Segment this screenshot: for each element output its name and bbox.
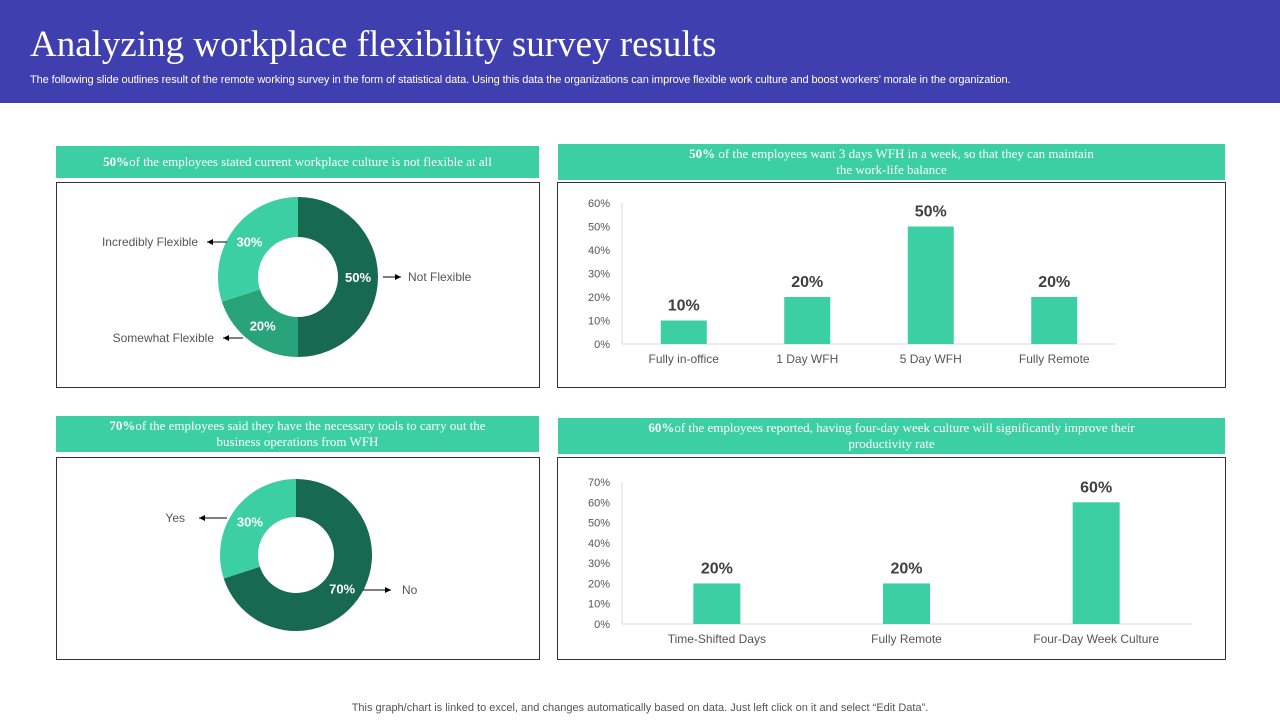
banner-four-day-week: 60%of the employees reported, having fou… — [558, 418, 1225, 454]
y-tick-label: 70% — [588, 477, 610, 489]
panel-wfh-bar: 0% 10% 20% 30% 40% 50% 60% 10% Fully in-office 20… — [557, 182, 1226, 388]
banner-text: of the employees stated current workplac… — [129, 154, 492, 169]
callout-arrow-head — [395, 274, 401, 280]
bar-value-label: 20% — [701, 560, 733, 577]
productivity-bar-chart: 0% 10% 20% 30% 40% 50% 60% 70% 20% Time-Shifted D… — [588, 477, 1191, 646]
legend-label-incredibly-flexible: Incredibly Flexible — [102, 235, 198, 249]
bar-value-label: 20% — [890, 560, 922, 577]
y-tick-label: 20% — [588, 292, 610, 304]
slice-value-label: 20% — [250, 319, 276, 334]
y-tick-label: 30% — [588, 558, 610, 570]
tools-donut-chart: 70% No 30% Yes — [165, 479, 418, 631]
bar-1-day-wfh — [784, 297, 831, 344]
callout-arrow-head — [207, 239, 213, 245]
panel-flexibility-donut: 50% Not Flexible 20% Somewhat Flexible 30% In… — [56, 182, 540, 388]
callout-arrow-head — [199, 515, 205, 521]
banner-tools: 70%of the employees said they have the n… — [56, 416, 539, 452]
bar-value-label: 50% — [915, 204, 947, 221]
panel-productivity-bar: 0% 10% 20% 30% 40% 50% 60% 70% 20% Time-Shifted D… — [557, 457, 1226, 660]
flexibility-donut-chart: 50% Not Flexible 20% Somewhat Flexible 30% In… — [102, 197, 472, 357]
y-tick-label: 0% — [594, 619, 610, 631]
x-tick-label: Four-Day Week Culture — [1033, 632, 1159, 646]
x-tick-label: 1 Day WFH — [776, 352, 838, 366]
y-tick-label: 0% — [594, 339, 610, 351]
legend-label-somewhat-flexible: Somewhat Flexible — [113, 331, 215, 345]
y-tick-label: 10% — [588, 599, 610, 611]
y-tick-label: 60% — [588, 198, 610, 210]
x-tick-label: 5 Day WFH — [900, 352, 962, 366]
donut-slice-somewhat-flexible — [221, 289, 298, 357]
y-tick-label: 30% — [588, 269, 610, 281]
bar-value-label: 60% — [1080, 479, 1112, 496]
donut-slice-not-flexible — [298, 197, 378, 357]
bar-5-day-wfh — [907, 226, 954, 344]
x-tick-label: Time-Shifted Days — [668, 632, 766, 646]
banner-text: of the employees reported, having four-d… — [674, 420, 1135, 451]
panel-tools-donut: 70% No 30% Yes — [56, 457, 540, 660]
donut-slice-yes — [220, 479, 296, 579]
slice-value-label: 70% — [329, 582, 355, 597]
bar-fully-in-office — [660, 320, 707, 344]
bar-fully-remote — [883, 583, 930, 624]
bar-value-label: 20% — [1038, 274, 1070, 291]
banner-wfh-days: 50% of the employees want 3 days WFH in … — [558, 144, 1225, 180]
banner-text: of the employees want 3 days WFH in a we… — [715, 146, 1094, 177]
bar-time-shifted-days — [693, 583, 741, 624]
header-bar: Analyzing workplace flexibility survey r… — [0, 0, 1280, 103]
y-tick-label: 10% — [588, 316, 610, 328]
wfh-bar-chart: 0% 10% 20% 30% 40% 50% 60% 10% Fully in-office 20… — [588, 198, 1116, 366]
x-tick-label: Fully Remote — [1019, 352, 1090, 366]
y-tick-label: 40% — [588, 245, 610, 257]
banner-pct: 60% — [648, 420, 675, 435]
banner-text: of the employees said they have the nece… — [135, 418, 486, 449]
donut-slice-incredibly-flexible — [218, 197, 298, 302]
bar-fully-remote — [1031, 297, 1078, 344]
x-tick-label: Fully Remote — [871, 632, 942, 646]
footer-note: This graph/chart is linked to excel, and… — [351, 702, 929, 714]
bar-value-label: 20% — [791, 274, 823, 291]
bar-four-day-week-culture — [1072, 502, 1120, 624]
y-tick-label: 50% — [588, 518, 610, 530]
page-title: Analyzing workplace flexibility survey r… — [30, 24, 717, 65]
bar-value-label: 10% — [668, 298, 700, 315]
y-tick-label: 20% — [588, 578, 610, 590]
legend-label-yes: Yes — [165, 511, 185, 525]
callout-arrow-head — [223, 335, 229, 341]
banner-pct: 70% — [109, 418, 136, 433]
donut-slice-no — [223, 479, 372, 631]
y-tick-label: 50% — [588, 222, 610, 234]
banner-pct: 50% — [103, 154, 130, 169]
slice-value-label: 30% — [237, 514, 263, 529]
y-tick-label: 40% — [588, 538, 610, 550]
legend-label-no: No — [402, 583, 418, 597]
banner-pct: 50% — [689, 146, 716, 161]
slice-value-label: 30% — [236, 235, 262, 250]
slice-value-label: 50% — [345, 270, 371, 285]
y-tick-label: 60% — [588, 497, 610, 509]
page-subtitle: The following slide outlines result of t… — [30, 74, 1011, 86]
legend-label-not-flexible: Not Flexible — [408, 270, 472, 284]
banner-workplace-culture: 50%of the employees stated current workp… — [56, 146, 539, 178]
callout-arrow-head — [385, 587, 391, 593]
x-tick-label: Fully in-office — [649, 352, 720, 366]
